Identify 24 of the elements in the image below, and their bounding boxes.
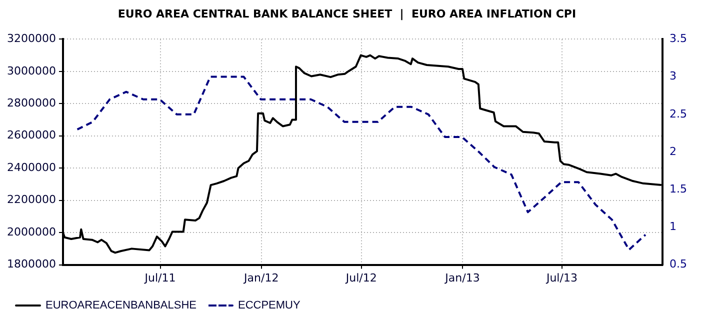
- y2-tick-label: 2.5: [670, 107, 688, 120]
- x-tick-label: Jan/13: [444, 271, 480, 284]
- legend-label: ECCPEMUY: [238, 300, 301, 312]
- y2-tick-label: 3.5: [670, 32, 688, 46]
- y-tick-label: 2800000: [6, 96, 56, 110]
- y2-tick-label: 1: [670, 220, 677, 234]
- y-tick-label: 2200000: [6, 193, 56, 206]
- y-tick-label: 2400000: [6, 160, 56, 174]
- x-tick-label: Jul/13: [545, 271, 578, 284]
- y-tick-label: 2600000: [6, 128, 56, 142]
- y2-tick-label: 0.5: [670, 258, 688, 271]
- x-tick-label: Jan/12: [243, 271, 279, 284]
- x-tick-label: Jul/11: [144, 271, 176, 284]
- legend-label: EUROAREACENBANBALSHE: [46, 300, 196, 312]
- y-tick-label: 3200000: [6, 32, 56, 46]
- y2-tick-label: 1.5: [670, 182, 688, 196]
- y-tick-label: 2000000: [6, 225, 56, 238]
- y2-tick-label: 2: [670, 144, 677, 158]
- y2-tick-label: 3: [670, 70, 677, 83]
- y-tick-label: 3000000: [6, 64, 56, 78]
- x-tick-label: Jul/12: [344, 271, 377, 284]
- y-tick-label: 1800000: [6, 258, 56, 271]
- line-series: [76, 76, 646, 251]
- chart-title: EURO AREA CENTRAL BANK BALANCE SHEET | EURO AREA INFLATION CPI: [118, 7, 576, 20]
